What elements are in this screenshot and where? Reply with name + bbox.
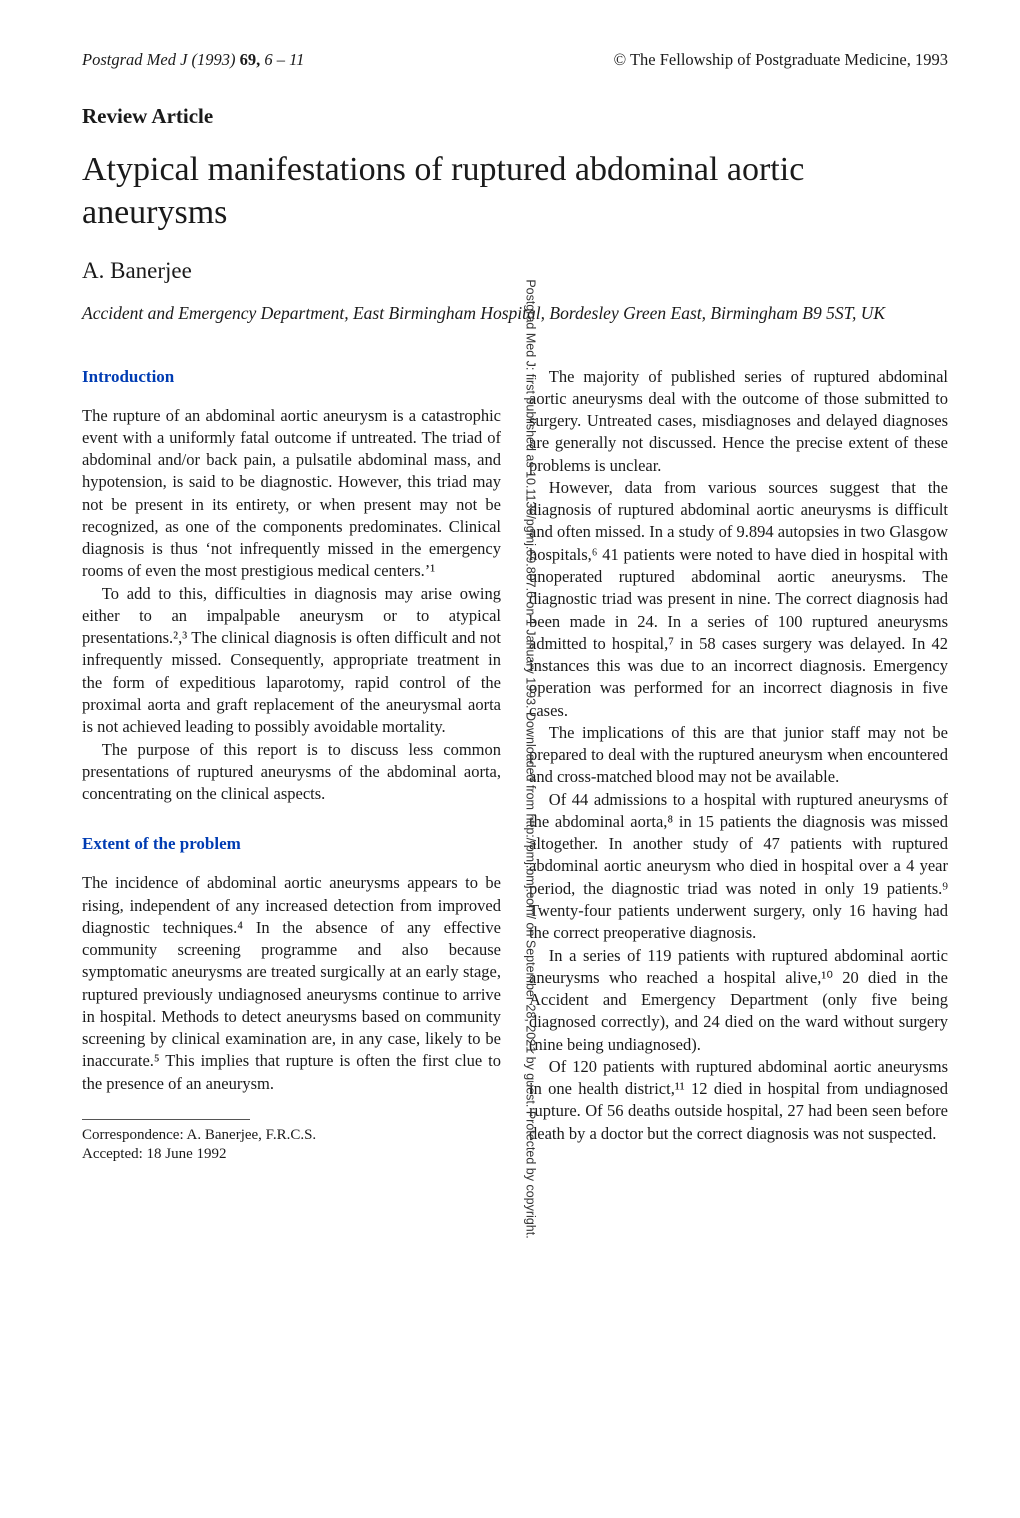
- paragraph: Of 44 admissions to a hospital with rupt…: [529, 789, 948, 945]
- body-columns: Introduction The rupture of an abdominal…: [82, 366, 948, 1165]
- paragraph: In a series of 119 patients with rupture…: [529, 945, 948, 1056]
- author-affiliation: Accident and Emergency Department, East …: [82, 302, 948, 326]
- footnote-rule: [82, 1119, 250, 1120]
- journal-name: Postgrad Med J (1993): [82, 50, 240, 69]
- journal-volume: 69,: [240, 50, 261, 69]
- author-name: A. Banerjee: [82, 258, 948, 284]
- paragraph: The purpose of this report is to discuss…: [82, 739, 501, 806]
- copyright-line: © The Fellowship of Postgraduate Medicin…: [614, 50, 948, 70]
- accepted-line: Accepted: 18 June 1992: [82, 1145, 501, 1165]
- vertical-sidenote: Postgrad Med J: first published as 10.11…: [523, 279, 537, 1238]
- paragraph: The rupture of an abdominal aortic aneur…: [82, 405, 501, 583]
- running-header: Postgrad Med J (1993) 69, 6 – 11 © The F…: [82, 50, 948, 70]
- section-heading-extent: Extent of the problem: [82, 833, 501, 856]
- paragraph: The majority of published series of rupt…: [529, 366, 948, 477]
- article-title: Atypical manifestations of ruptured abdo…: [82, 149, 948, 234]
- paragraph: To add to this, difficulties in diagnosi…: [82, 583, 501, 739]
- journal-ref: Postgrad Med J (1993) 69, 6 – 11: [82, 50, 304, 70]
- correspondence-line: Correspondence: A. Banerjee, F.R.C.S.: [82, 1126, 501, 1146]
- paragraph: However, data from various sources sugge…: [529, 477, 948, 722]
- page: Postgrad Med J: first published as 10.11…: [0, 0, 1020, 1518]
- paragraph: The implications of this are that junior…: [529, 722, 948, 789]
- article-type-label: Review Article: [82, 104, 948, 129]
- paragraph: Of 120 patients with ruptured abdominal …: [529, 1056, 948, 1145]
- paragraph: The incidence of abdominal aortic aneury…: [82, 872, 501, 1095]
- section-heading-introduction: Introduction: [82, 366, 501, 389]
- journal-pages: 6 – 11: [260, 50, 304, 69]
